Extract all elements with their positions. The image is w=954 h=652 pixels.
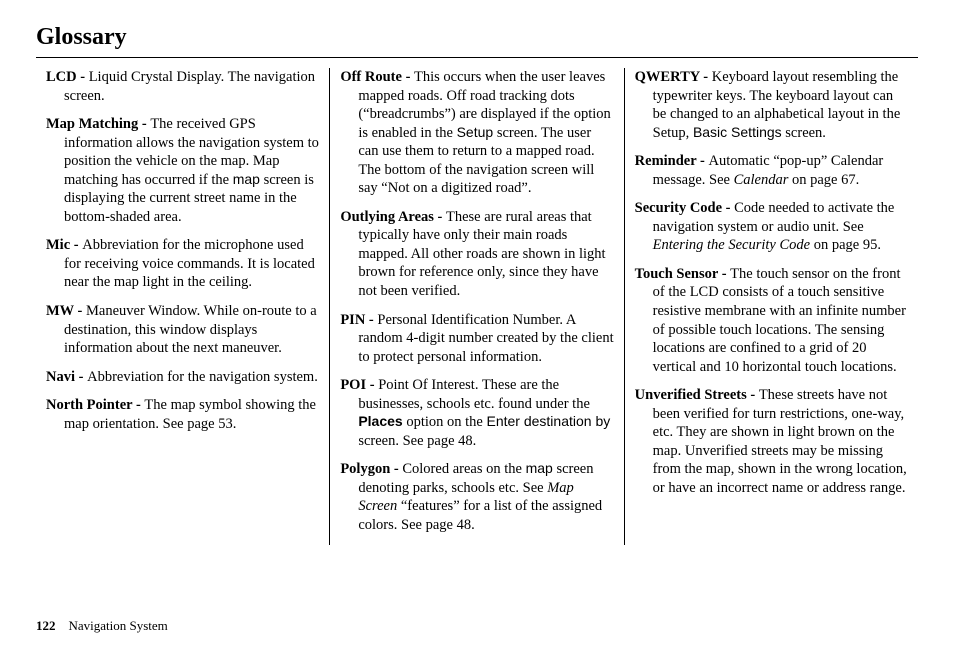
glossary-text: map	[526, 460, 553, 476]
glossary-term: Polygon -	[340, 461, 402, 477]
glossary-text: Abbreviation for the microphone used for…	[64, 237, 315, 290]
columns-container: LCD - Liquid Crystal Display. The naviga…	[36, 68, 918, 545]
glossary-entry: Navi - Abbreviation for the navigation s…	[46, 368, 319, 387]
column-3: QWERTY - Keyboard layout resembling the …	[624, 68, 918, 545]
glossary-term: QWERTY -	[635, 69, 712, 85]
glossary-text: Entering the Security Code	[653, 237, 810, 253]
column-1: LCD - Liquid Crystal Display. The naviga…	[36, 68, 329, 545]
page-footer: 122 Navigation System	[36, 618, 168, 634]
glossary-text: map	[233, 171, 260, 187]
footer-section: Navigation System	[69, 618, 168, 633]
glossary-term: North Pointer -	[46, 397, 144, 413]
glossary-text: on page 67.	[788, 172, 859, 188]
glossary-entry: Security Code - Code needed to activate …	[635, 199, 908, 255]
glossary-term: Mic -	[46, 237, 82, 253]
glossary-entry: Touch Sensor - The touch sensor on the f…	[635, 265, 908, 376]
glossary-text: The touch sensor on the front of the LCD…	[653, 266, 906, 375]
glossary-term: Off Route -	[340, 69, 414, 85]
glossary-text: Enter destination by	[486, 413, 610, 429]
glossary-text: Colored areas on the	[402, 461, 525, 477]
glossary-entry: MW - Maneuver Window. While on-route to …	[46, 302, 319, 358]
page-number: 122	[36, 618, 56, 633]
glossary-text: These streets have not been verified for…	[653, 387, 907, 496]
glossary-term: MW -	[46, 303, 86, 319]
glossary-term: Navi -	[46, 369, 87, 385]
glossary-text: Maneuver Window. While on-route to a des…	[64, 303, 317, 356]
glossary-text: Places	[358, 413, 402, 429]
glossary-term: Map Matching -	[46, 116, 150, 132]
glossary-entry: Unverified Streets - These streets have …	[635, 386, 908, 497]
glossary-term: LCD -	[46, 69, 89, 85]
glossary-entry: POI - Point Of Interest. These are the b…	[340, 376, 613, 450]
glossary-page: Glossary LCD - Liquid Crystal Display. T…	[0, 0, 954, 652]
glossary-entry: PIN - Personal Identification Number. A …	[340, 311, 613, 367]
glossary-entry: North Pointer - The map symbol showing t…	[46, 396, 319, 433]
glossary-text: Liquid Crystal Display. The navigation s…	[64, 69, 315, 104]
glossary-text: Personal Identification Number. A random…	[358, 312, 613, 365]
glossary-term: Unverified Streets -	[635, 387, 759, 403]
glossary-text: screen. See page 48.	[358, 433, 476, 449]
glossary-term: PIN -	[340, 312, 377, 328]
glossary-term: Security Code -	[635, 200, 734, 216]
glossary-entry: Polygon - Colored areas on the map scree…	[340, 460, 613, 534]
glossary-entry: Off Route - This occurs when the user le…	[340, 68, 613, 198]
glossary-entry: Map Matching - The received GPS informat…	[46, 115, 319, 226]
glossary-entry: Outlying Areas - These are rural areas t…	[340, 208, 613, 301]
glossary-text: Calendar	[734, 172, 789, 188]
footer-spacer	[59, 618, 66, 633]
glossary-entry: Reminder - Automatic “pop-up” Calendar m…	[635, 152, 908, 189]
glossary-text: on page 95.	[810, 237, 881, 253]
glossary-text: Point Of Interest. These are the busines…	[358, 377, 590, 412]
glossary-text: Setup	[457, 124, 494, 140]
glossary-term: Touch Sensor -	[635, 266, 731, 282]
column-2: Off Route - This occurs when the user le…	[329, 68, 623, 545]
glossary-term: Reminder -	[635, 153, 709, 169]
glossary-term: POI -	[340, 377, 378, 393]
glossary-entry: LCD - Liquid Crystal Display. The naviga…	[46, 68, 319, 105]
glossary-entry: QWERTY - Keyboard layout resembling the …	[635, 68, 908, 142]
glossary-entry: Mic - Abbreviation for the microphone us…	[46, 236, 319, 292]
glossary-text: Basic Settings	[693, 124, 782, 140]
title-rule	[36, 57, 918, 58]
glossary-text: option on the	[403, 414, 487, 430]
page-title: Glossary	[36, 24, 918, 51]
glossary-text: Abbreviation for the navigation system.	[87, 369, 318, 385]
glossary-term: Outlying Areas -	[340, 209, 446, 225]
glossary-text: screen.	[782, 125, 826, 141]
